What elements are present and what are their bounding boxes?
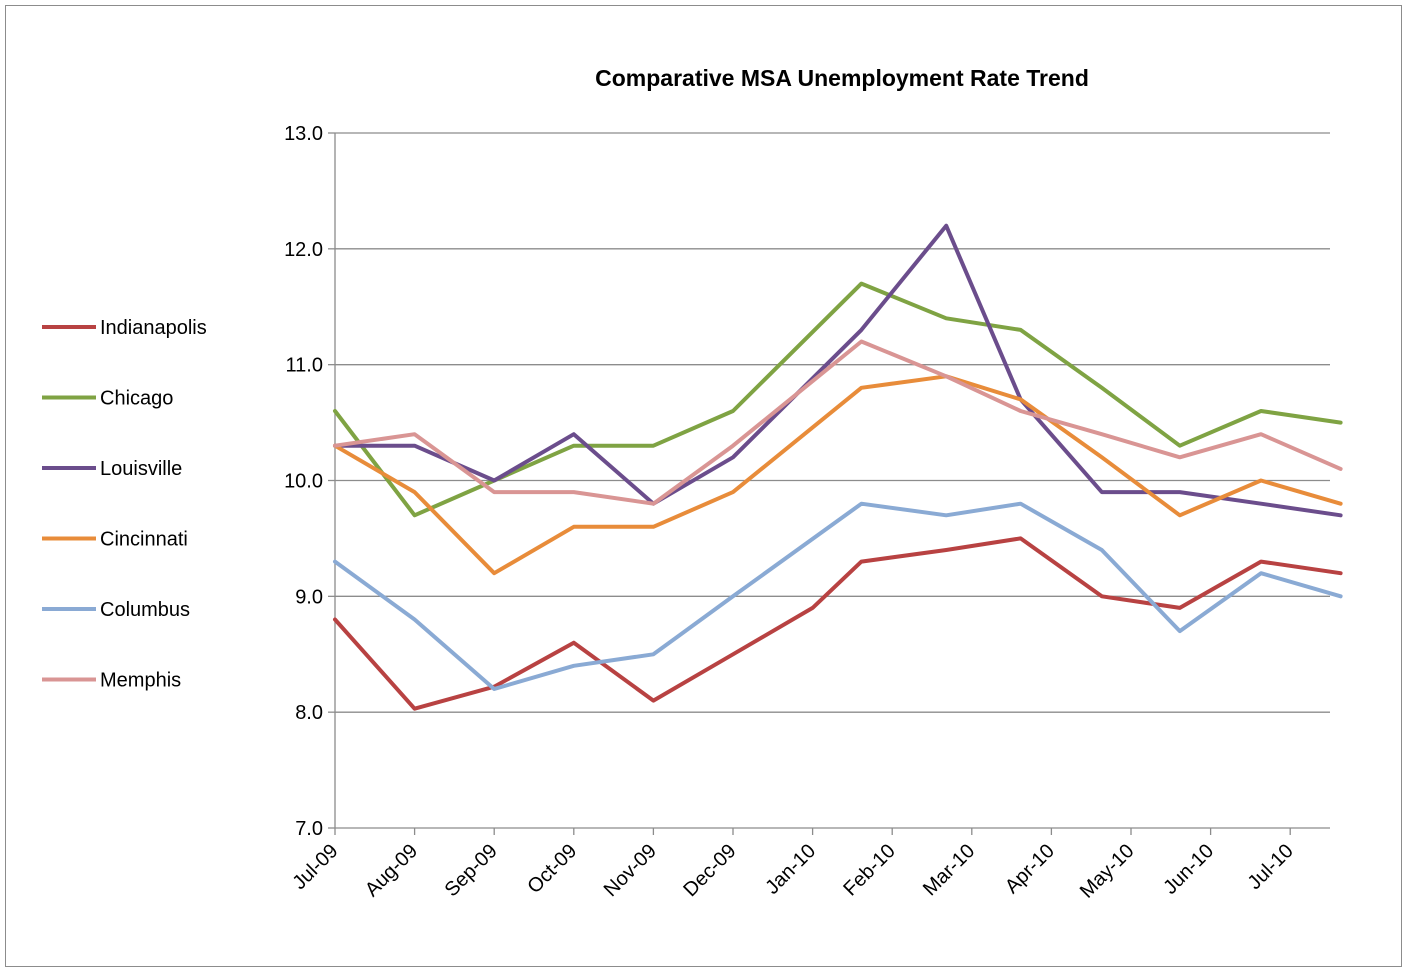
x-tick-label: Apr-10 xyxy=(1001,840,1059,898)
series-line-memphis xyxy=(333,339,1343,506)
x-tick-label: Sep-09 xyxy=(441,840,502,901)
axes: 7.0 8.0 9.0 10.0 11.0 12.0 13.0 Jul-09 Aug-09 Sep… xyxy=(284,123,1330,903)
x-tick-label: Jan-10 xyxy=(761,840,820,899)
series-line-louisville xyxy=(333,223,1343,518)
series-line-cincinnati xyxy=(333,374,1343,576)
legend-label-memphis: Memphis xyxy=(100,670,181,692)
legend-label-indianapolis: Indianapolis xyxy=(100,317,207,339)
chart-title: Comparative MSA Unemployment Rate Trend xyxy=(595,65,1089,91)
legend-label-columbus: Columbus xyxy=(100,599,190,621)
series-lines xyxy=(333,223,1343,711)
y-tick-label: 13.0 xyxy=(284,123,323,145)
x-tick-label: May-10 xyxy=(1076,840,1139,903)
gridlines xyxy=(335,132,1330,713)
x-tick-label: Jul-09 xyxy=(288,840,342,894)
chart-frame xyxy=(5,5,1402,967)
x-tick-label: Dec-09 xyxy=(679,840,740,901)
series-line-columbus xyxy=(333,501,1343,691)
legend-label-chicago: Chicago xyxy=(100,388,173,410)
x-tick-label: Oct-09 xyxy=(523,840,581,898)
legend-label-louisville: Louisville xyxy=(100,458,182,480)
y-tick-label: 12.0 xyxy=(284,239,323,261)
y-tick-label: 9.0 xyxy=(295,586,323,608)
x-tick-label: Aug-09 xyxy=(361,840,422,901)
x-tick-label: Mar-10 xyxy=(919,840,979,900)
x-tick-label: Nov-09 xyxy=(600,840,661,901)
x-tick-label: Jul-10 xyxy=(1244,840,1298,894)
x-tick-label: Jun-10 xyxy=(1159,840,1218,899)
legend-label-cincinnati: Cincinnati xyxy=(100,529,188,551)
y-tick-label: 8.0 xyxy=(295,702,323,724)
x-tick-label: Feb-10 xyxy=(839,840,899,900)
y-tick-label: 7.0 xyxy=(295,818,323,840)
y-tick-label: 10.0 xyxy=(284,471,323,493)
y-tick-label: 11.0 xyxy=(286,355,323,377)
legend: Indianapolis Chicago Louisville Cincinnati C… xyxy=(42,317,207,692)
series-line-indianapolis xyxy=(333,536,1343,711)
